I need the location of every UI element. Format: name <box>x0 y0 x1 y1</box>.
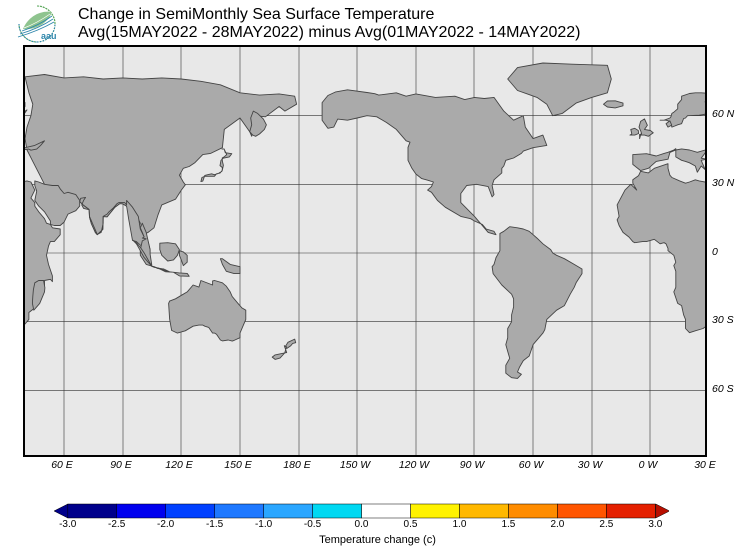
svg-text:aau: aau <box>41 31 57 41</box>
